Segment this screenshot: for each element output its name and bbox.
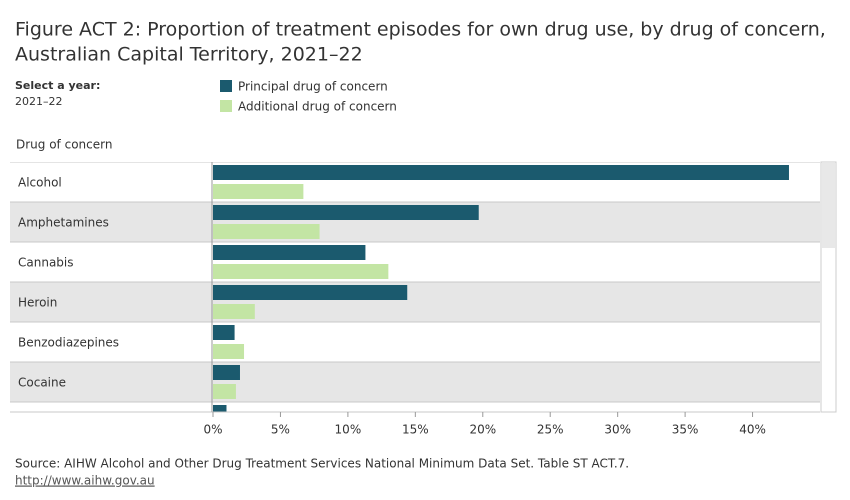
legend-swatch [220, 80, 232, 92]
legend-label: Principal drug of concern [238, 80, 388, 94]
y-axis-label: Drug of concern [16, 138, 112, 152]
legend-swatch [220, 100, 232, 112]
chart-title: Figure ACT 2: Proportion of treatment ep… [15, 19, 826, 41]
y-tick-label: Alcohol [18, 176, 62, 190]
link[interactable]: http://www.aihw.gov.au [15, 474, 155, 488]
row-band [10, 282, 820, 322]
bar [213, 264, 389, 279]
bar [213, 224, 320, 239]
x-tick-label: 20% [469, 423, 496, 437]
bar [213, 304, 255, 319]
row-band [10, 242, 820, 282]
scroll-thumb[interactable] [822, 163, 835, 248]
bar [213, 325, 235, 340]
source: Source: AIHW Alcohol and Other Drug Trea… [15, 457, 629, 471]
bar [213, 285, 408, 300]
y-tick-label: Heroin [18, 296, 57, 310]
bar [213, 184, 304, 199]
x-tick-label: 5% [271, 423, 290, 437]
bar [213, 344, 245, 359]
x-tick-label: 25% [537, 423, 564, 437]
row-band [10, 322, 820, 362]
x-tick-label: 10% [335, 423, 362, 437]
x-tick-label: 0% [203, 423, 222, 437]
year-label: Select a year: [15, 79, 100, 92]
chart-subtitle: Australian Capital Territory, 2021–22 [15, 44, 363, 66]
row-band [10, 362, 820, 402]
year-value[interactable]: 2021–22 [15, 95, 63, 108]
x-tick-label: 40% [739, 423, 766, 437]
bar [213, 384, 236, 399]
y-tick-label: Amphetamines [18, 216, 109, 230]
x-tick-label: 30% [604, 423, 631, 437]
plot: Alcohol Amphetamines Cannabis Heroin Benzodi… [10, 162, 820, 430]
legend-label: Additional drug of concern [238, 100, 397, 114]
bar [213, 165, 789, 180]
bar [213, 245, 366, 260]
y-tick-label: Cocaine [18, 376, 66, 390]
bar [213, 365, 240, 380]
x-tick-label: 15% [402, 423, 429, 437]
y-tick-label: Benzodiazepines [18, 336, 119, 350]
y-tick-label: Cannabis [18, 256, 74, 270]
bar [213, 405, 227, 412]
y-tick-label: Other analgesics [18, 416, 119, 430]
bar [213, 205, 479, 220]
row-band [10, 402, 820, 412]
x-tick-label: 35% [672, 423, 699, 437]
